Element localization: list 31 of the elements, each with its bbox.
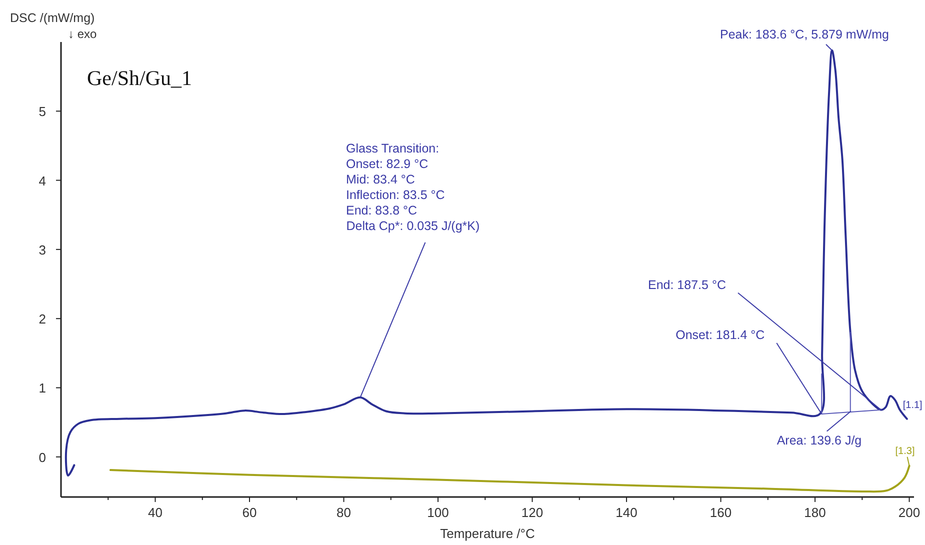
y-tick-label: 2 [38, 312, 46, 327]
annotation: Delta Cp*: 0.035 J/(g*K) [346, 219, 480, 234]
y-tick-label: 5 [38, 104, 46, 120]
y-tick-label: 4 [38, 173, 46, 188]
x-axis-title: Temperature /°C [440, 526, 535, 541]
annotation: Glass Transition: [346, 142, 440, 156]
annotation: End: 83.8 °C [346, 204, 418, 218]
annotation: Onset: 82.9 °C [346, 157, 428, 171]
x-tick-label: 120 [521, 505, 544, 520]
x-tick-label: 40 [148, 505, 162, 520]
y-tick-label: 3 [38, 242, 46, 258]
y-tick-label: 0 [38, 450, 46, 465]
x-tick-label: 60 [242, 505, 257, 520]
x-tick-label: 140 [616, 505, 638, 520]
x-tick-label: 200 [898, 505, 920, 520]
annotation: Inflection: 83.5 °C [346, 188, 445, 202]
annotation: Mid: 83.4 °C [346, 172, 415, 186]
x-tick-label: 100 [427, 505, 449, 520]
x-tick-label: 80 [336, 505, 351, 520]
annotation: [1.1] [902, 400, 923, 412]
y-tick-label: 1 [38, 380, 46, 396]
annotation: Area: 139.6 J/g [776, 433, 862, 448]
x-tick-label: 180 [804, 505, 826, 520]
annotation: End: 187.5 °C [648, 278, 726, 292]
y-axis-title: DSC /(mW/mg) [10, 11, 95, 25]
text: Ge/Sh/Gu_1 [87, 66, 192, 90]
annotation: [1.3] [895, 446, 915, 457]
annotation: Peak: 183.6 °C, 5.879 mW/mg [720, 27, 890, 42]
annotation: Onset: 181.4 °C [676, 328, 765, 342]
x-tick-label: 160 [710, 505, 732, 520]
text: ↓ exo [68, 27, 98, 41]
